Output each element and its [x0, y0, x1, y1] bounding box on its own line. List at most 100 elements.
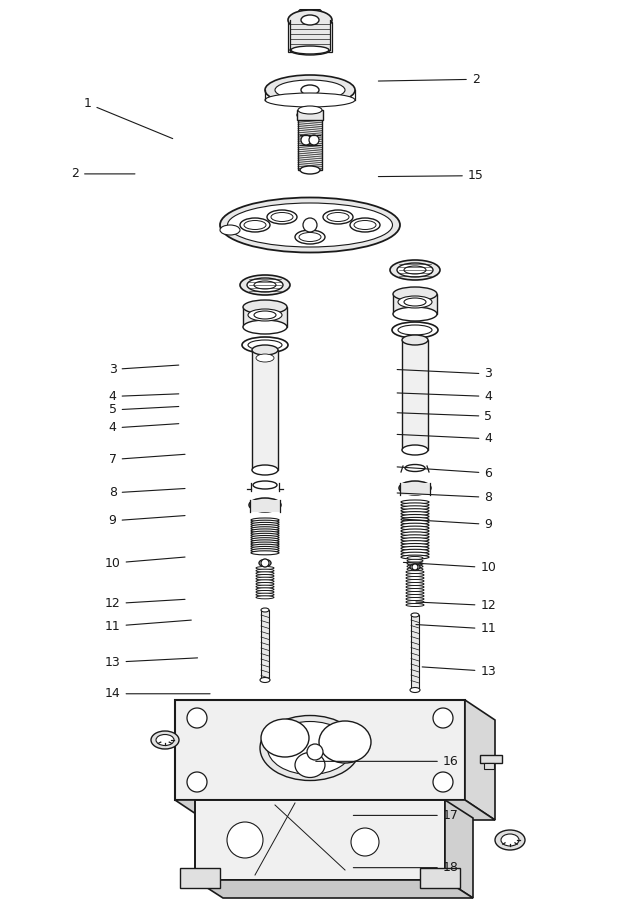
Circle shape [433, 708, 453, 728]
Ellipse shape [261, 608, 269, 612]
Ellipse shape [251, 524, 279, 529]
Polygon shape [195, 880, 473, 898]
Ellipse shape [399, 481, 431, 495]
Ellipse shape [220, 225, 240, 235]
Text: 2: 2 [71, 168, 135, 180]
Ellipse shape [406, 577, 424, 579]
Text: 12: 12 [105, 597, 185, 610]
Polygon shape [445, 800, 473, 898]
Ellipse shape [248, 340, 282, 350]
Text: 17: 17 [353, 809, 459, 822]
Ellipse shape [253, 481, 277, 489]
Ellipse shape [260, 678, 270, 682]
Ellipse shape [240, 275, 290, 295]
Ellipse shape [151, 731, 179, 749]
Ellipse shape [401, 520, 429, 524]
Ellipse shape [393, 307, 437, 321]
Ellipse shape [255, 501, 275, 509]
Ellipse shape [406, 600, 424, 604]
Bar [252, 350, 278, 470]
Ellipse shape [290, 45, 330, 55]
Ellipse shape [410, 564, 420, 570]
Ellipse shape [256, 578, 274, 580]
Ellipse shape [406, 586, 424, 588]
Ellipse shape [401, 532, 429, 536]
Text: 5: 5 [397, 410, 492, 423]
Ellipse shape [397, 263, 433, 277]
Ellipse shape [220, 197, 400, 252]
Ellipse shape [265, 93, 355, 107]
Ellipse shape [288, 10, 332, 30]
Ellipse shape [267, 210, 297, 224]
Ellipse shape [407, 562, 423, 565]
Ellipse shape [256, 572, 274, 575]
Text: 11: 11 [416, 623, 496, 635]
Text: 13: 13 [422, 665, 496, 678]
Text: 8: 8 [397, 491, 492, 504]
Ellipse shape [259, 560, 271, 567]
Ellipse shape [406, 579, 424, 583]
Ellipse shape [251, 549, 279, 552]
Ellipse shape [251, 523, 279, 526]
Bar [261, 610, 269, 680]
Circle shape [187, 772, 207, 792]
Ellipse shape [256, 585, 274, 588]
Bar [484, 763, 494, 769]
Ellipse shape [295, 752, 325, 778]
Ellipse shape [251, 518, 279, 522]
Ellipse shape [240, 218, 270, 232]
Ellipse shape [407, 568, 423, 570]
Ellipse shape [260, 715, 360, 780]
Ellipse shape [401, 552, 429, 556]
Text: 12: 12 [416, 599, 496, 612]
Ellipse shape [401, 526, 429, 530]
Ellipse shape [256, 596, 274, 599]
Bar [175, 700, 465, 800]
Ellipse shape [401, 541, 429, 544]
Ellipse shape [248, 309, 282, 321]
Ellipse shape [256, 593, 274, 596]
Ellipse shape [393, 287, 437, 301]
Ellipse shape [410, 687, 420, 693]
Text: 7: 7 [109, 453, 185, 466]
Ellipse shape [251, 535, 279, 540]
Circle shape [227, 822, 263, 858]
Ellipse shape [406, 604, 424, 606]
Ellipse shape [406, 588, 424, 591]
Ellipse shape [398, 296, 432, 308]
Ellipse shape [301, 15, 319, 25]
Bar [243, 307, 287, 327]
Ellipse shape [401, 543, 429, 548]
Ellipse shape [404, 266, 426, 274]
Bar [180, 868, 220, 888]
Ellipse shape [261, 719, 309, 757]
Ellipse shape [299, 232, 321, 241]
Ellipse shape [401, 555, 429, 560]
Ellipse shape [251, 538, 279, 542]
Ellipse shape [251, 520, 279, 524]
Circle shape [412, 564, 418, 570]
Text: 9: 9 [109, 514, 185, 527]
Ellipse shape [401, 509, 429, 513]
Text: 3: 3 [109, 363, 179, 376]
Circle shape [307, 744, 323, 760]
Ellipse shape [256, 569, 274, 572]
Ellipse shape [244, 221, 266, 230]
Ellipse shape [252, 345, 278, 355]
Text: 16: 16 [316, 755, 459, 768]
Ellipse shape [405, 465, 425, 471]
Bar [420, 868, 460, 888]
Text: 10: 10 [105, 557, 185, 569]
Ellipse shape [251, 544, 279, 548]
Ellipse shape [254, 281, 276, 289]
Text: 11: 11 [105, 620, 192, 633]
Text: 4: 4 [109, 422, 179, 434]
Ellipse shape [401, 538, 429, 542]
Ellipse shape [256, 575, 274, 578]
Ellipse shape [406, 597, 424, 600]
Ellipse shape [401, 535, 429, 539]
Ellipse shape [406, 583, 424, 586]
Ellipse shape [256, 580, 274, 583]
Ellipse shape [295, 230, 325, 244]
Ellipse shape [251, 529, 279, 532]
